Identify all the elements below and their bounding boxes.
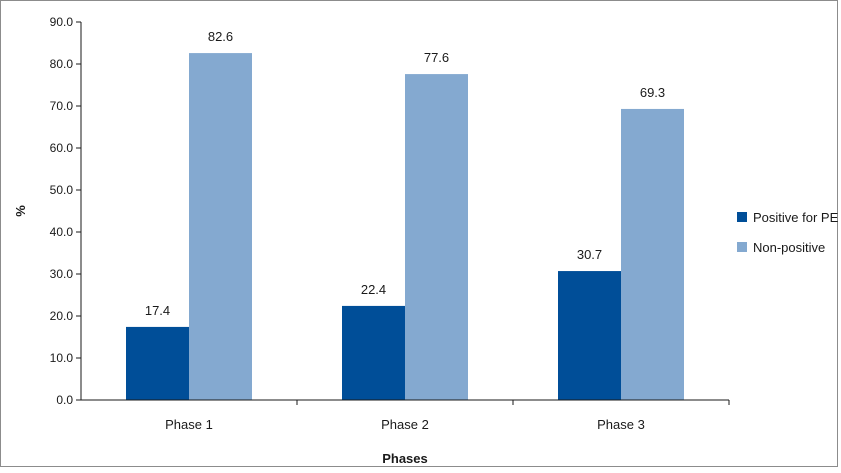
bar-non-positive-phase-1: [189, 53, 252, 400]
x-category-label-phase-3: Phase 3: [597, 417, 645, 432]
y-axis-title: %: [13, 205, 28, 217]
legend: Positive for PE Non-positive: [737, 210, 839, 255]
y-tick-label: 50.0: [50, 183, 74, 197]
y-tick-label: 20.0: [50, 309, 74, 323]
bars: [126, 53, 684, 400]
data-label-non-positive-phase-2: 77.6: [424, 50, 449, 65]
data-label-positive-for-pe-phase-3: 30.7: [577, 247, 602, 262]
bar-non-positive-phase-3: [621, 108, 684, 400]
data-labels: 17.4 82.6 22.4 77.6 30.7 69.3: [145, 29, 665, 318]
legend-item-positive-for-pe: Positive for PE: [737, 210, 839, 225]
data-label-positive-for-pe-phase-1: 17.4: [145, 303, 170, 318]
legend-swatch-non-positive: [737, 242, 747, 252]
legend-label-non-positive: Non-positive: [753, 240, 825, 255]
x-axis-title: Phases: [382, 451, 428, 466]
data-label-non-positive-phase-3: 69.3: [640, 85, 665, 100]
data-label-non-positive-phase-1: 82.6: [208, 29, 233, 44]
y-tick-label: 90.0: [50, 15, 74, 29]
legend-swatch-positive-for-pe: [737, 212, 747, 222]
data-label-positive-for-pe-phase-2: 22.4: [361, 282, 386, 297]
y-tick-label: 40.0: [50, 225, 74, 239]
y-tick-label: 80.0: [50, 57, 74, 71]
y-tick-label: 60.0: [50, 141, 74, 155]
y-axis-ticks: 0.0 10.0 20.0 30.0 40.0 50.0 60.0 70.0 80.0 90.0: [50, 15, 81, 407]
x-category-label-phase-2: Phase 2: [381, 417, 429, 432]
y-tick-label: 70.0: [50, 99, 74, 113]
legend-item-non-positive: Non-positive: [737, 240, 825, 255]
bar-positive-for-pe-phase-3: [558, 271, 621, 400]
y-tick-label: 30.0: [50, 267, 74, 281]
x-category-label-phase-1: Phase 1: [165, 417, 213, 432]
bar-non-positive-phase-2: [405, 74, 468, 400]
y-tick-label: 0.0: [56, 393, 73, 407]
y-tick-label: 10.0: [50, 351, 74, 365]
bar-positive-for-pe-phase-2: [342, 305, 405, 400]
bar-positive-for-pe-phase-1: [126, 326, 189, 400]
x-axis-categories: Phase 1 Phase 2 Phase 3: [165, 400, 730, 432]
legend-label-positive-for-pe: Positive for PE: [753, 210, 839, 225]
